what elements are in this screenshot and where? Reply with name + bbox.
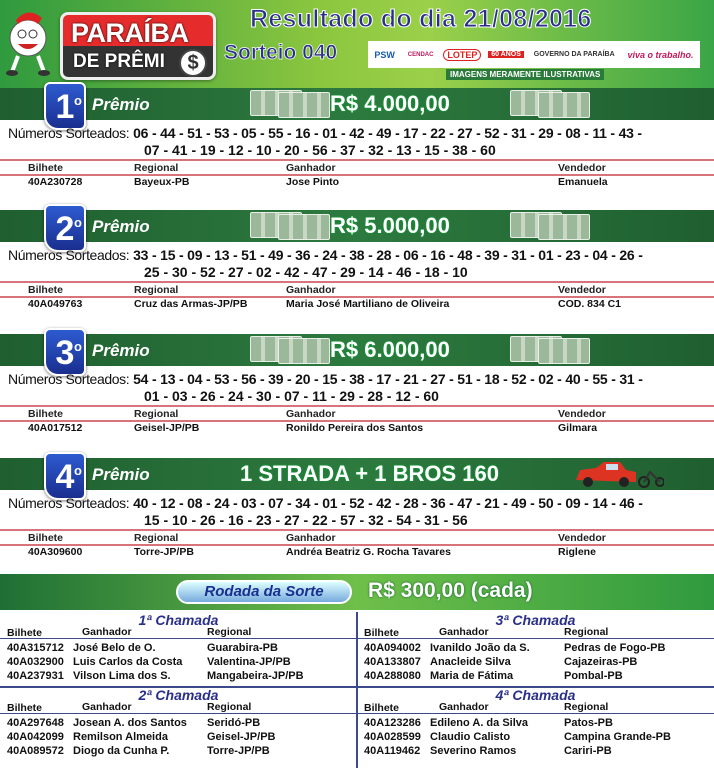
mascot-ball-icon: [6, 12, 50, 76]
governo-paraiba-logo: GOVERNO DA PARAÍBA: [533, 51, 615, 58]
viva-o-trabalho-logo: viva o trabalho.: [627, 49, 694, 60]
drawn-numbers: Números Sorteados: 06 - 44 - 51 - 53 - 0…: [8, 125, 642, 158]
chamada-row: 40A028599 Claudio Calisto Campina Grande…: [364, 731, 671, 743]
money-stack-icon: [278, 92, 330, 118]
winner-table-header: Bilhete Regional Ganhador Vendedor: [28, 284, 606, 296]
chamada-row: 40A089572 Diogo da Cunha P. Torre-JP/PB: [7, 745, 270, 757]
chamada-1: 3ª Chamada Bilhete Ganhador Regional 40A…: [357, 611, 714, 689]
column-divider: [356, 612, 358, 768]
car-and-motorcycle-icon: [576, 462, 664, 488]
chamada-header: Bilhete Ganhador Regional: [357, 626, 714, 639]
chamada-row: 40A133807 Anacleide Silva Cajazeiras-PB: [364, 656, 638, 668]
chamada-title: 4ª Chamada: [495, 687, 576, 703]
chamada-row: 40A032900 Luis Carlos da Costa Valentina…: [7, 656, 291, 668]
degree-icon: o: [74, 339, 82, 354]
chamada-0: 1ª Chamada Bilhete Ganhador Regional 40A…: [0, 611, 357, 689]
chamada-2: 2ª Chamada Bilhete Ganhador Regional 40A…: [0, 686, 357, 764]
money-stack-icon: [538, 338, 590, 364]
psw-logo: PSW: [374, 49, 395, 60]
money-stack-icon: [278, 214, 330, 240]
winner-table-header: Bilhete Regional Ganhador Vendedor: [28, 532, 606, 544]
rodada-da-sorte-band: Rodada da Sorte R$ 300,00 (cada): [0, 574, 714, 610]
prize-label: Prêmio: [92, 95, 150, 114]
page-title: Resultado do dia 21/08/2016: [250, 5, 592, 34]
chamada-row: 40A297648 Josean A. dos Santos Seridó-PB: [7, 717, 261, 729]
chamada-header: Bilhete Ganhador Regional: [0, 626, 357, 639]
prize-label: Prêmio: [92, 465, 150, 484]
chamada-row: 40A315712 José Belo de O. Guarabira-PB: [7, 642, 278, 654]
winner-row: 40A230728 Bayeux-PB Jose Pinto Emanuela: [28, 176, 608, 188]
divider: [0, 405, 714, 407]
prize-label: Prêmio: [92, 217, 150, 236]
60-anos-logo: 60 ANOS: [488, 51, 524, 58]
chamada-row: 40A042099 Remilson Almeida Geisel-JP/PB: [7, 731, 276, 743]
drawn-numbers: Números Sorteados: 33 - 15 - 09 - 13 - 5…: [8, 247, 643, 280]
sorteio-number: Sorteio 040: [224, 41, 338, 65]
prize-band: [0, 334, 714, 366]
chamada-header: Bilhete Ganhador Regional: [0, 701, 357, 714]
chamada-title: 3ª Chamada: [495, 612, 576, 628]
rodada-amount: R$ 300,00 (cada): [368, 579, 533, 602]
chamada-header: Bilhete Ganhador Regional: [357, 701, 714, 714]
degree-icon: o: [74, 215, 82, 230]
prize-amount: 1 STRADA + 1 BROS 160: [240, 461, 499, 486]
divider: [0, 174, 714, 176]
chamada-3: 4ª Chamada Bilhete Ganhador Regional 40A…: [357, 686, 714, 764]
chamada-row: 40A123286 Edileno A. da Silva Patos-PB: [364, 717, 613, 729]
prize-amount: R$ 5.000,00: [330, 213, 450, 238]
prize-band: [0, 210, 714, 242]
rodada-da-sorte-logo: Rodada da Sorte: [176, 580, 352, 604]
chamada-row: 40A119462 Severino Ramos Cariri-PB: [364, 745, 612, 757]
degree-icon: o: [74, 463, 82, 478]
dollar-coin-icon: $: [179, 49, 207, 77]
row-divider: [0, 686, 714, 688]
cendac-logo: CENDAC: [407, 51, 434, 58]
lotep-logo: LOTEP: [443, 48, 482, 61]
divider: [0, 159, 714, 161]
money-stack-icon: [538, 214, 590, 240]
chamada-row: 40A094002 Ivanildo João da S. Pedras de …: [364, 642, 666, 654]
disclaimer: IMAGENS MERAMENTE ILUSTRATIVAS: [446, 69, 605, 80]
chamada-title: 1ª Chamada: [138, 612, 219, 628]
money-stack-icon: [538, 92, 590, 118]
chamada-row: 40A288080 Maria de Fátima Pombal-PB: [364, 670, 623, 682]
winner-table-header: Bilhete Regional Ganhador Vendedor: [28, 408, 606, 420]
winner-table-header: Bilhete Regional Ganhador Vendedor: [28, 162, 606, 174]
sponsor-logos: PSW CENDAC LOTEP 60 ANOS GOVERNO DA PARA…: [368, 41, 700, 68]
header: PARAÍBA DE PRÊMI $ Resultado do dia 21/0…: [0, 0, 714, 88]
prize-amount: R$ 6.000,00: [330, 337, 450, 362]
divider: [0, 544, 714, 546]
divider: [0, 281, 714, 283]
prize-label: Prêmio: [92, 341, 150, 360]
drawn-numbers: Números Sorteados: 40 - 12 - 08 - 24 - 0…: [8, 495, 643, 528]
divider: [0, 420, 714, 422]
paraiba-de-premios-logo: PARAÍBA DE PRÊMI $: [60, 12, 216, 80]
money-stack-icon: [278, 338, 330, 364]
chamada-title: 2ª Chamada: [138, 687, 219, 703]
degree-icon: o: [74, 93, 82, 108]
winner-row: 40A309600 Torre-JP/PB Andréa Beatriz G. …: [28, 546, 596, 558]
chamada-row: 40A237931 Vilson Lima dos S. Mangabeira-…: [7, 670, 304, 682]
prize-amount: R$ 4.000,00: [330, 91, 450, 116]
divider: [0, 529, 714, 531]
prize-band: [0, 88, 714, 120]
drawn-numbers: Números Sorteados: 54 - 13 - 04 - 53 - 5…: [8, 371, 643, 404]
divider: [0, 296, 714, 298]
winner-row: 40A049763 Cruz das Armas-JP/PB Maria Jos…: [28, 298, 622, 310]
winner-row: 40A017512 Geisel-JP/PB Ronildo Pereira d…: [28, 422, 598, 434]
